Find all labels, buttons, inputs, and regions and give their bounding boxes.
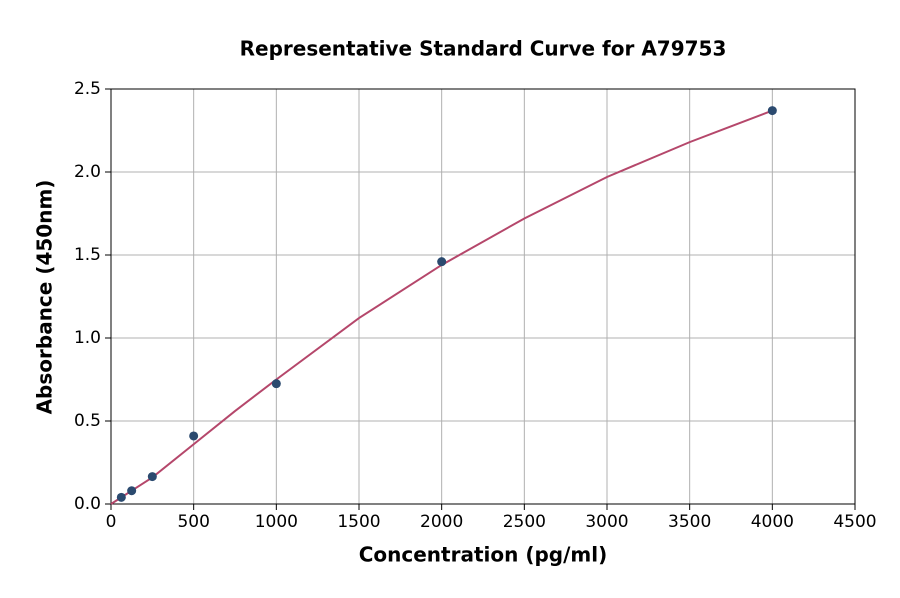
x-tick-label: 4500 (833, 512, 876, 532)
fit-curve (110, 109, 773, 505)
data-point (271, 379, 281, 389)
x-axis-label: Concentration (pg/ml) (359, 543, 608, 567)
data-point (116, 492, 126, 502)
data-point (147, 472, 157, 482)
y-tick-label: 1.5 (74, 245, 101, 265)
data-point (189, 431, 199, 441)
chart-title: Representative Standard Curve for A79753 (240, 37, 727, 61)
y-tick-label: 0.5 (74, 411, 101, 431)
x-tick-label: 0 (106, 512, 117, 532)
y-tick-label: 1.0 (74, 328, 101, 348)
x-tick-label: 2500 (503, 512, 546, 532)
y-tick-label: 0.0 (74, 494, 101, 514)
y-tick-label: 2.5 (74, 79, 101, 99)
y-tick-label: 2.0 (74, 162, 101, 182)
data-point (127, 486, 137, 496)
x-tick-label: 3500 (668, 512, 711, 532)
x-tick-label: 500 (177, 512, 209, 532)
data-point (767, 106, 777, 116)
plot-frame (110, 88, 856, 505)
x-tick-label: 1500 (337, 512, 380, 532)
x-tick-label: 1000 (255, 512, 298, 532)
y-axis-label: Absorbance (450nm) (33, 180, 57, 415)
x-tick-label: 3000 (585, 512, 628, 532)
data-point (437, 257, 447, 267)
x-tick-label: 4000 (751, 512, 794, 532)
x-tick-label: 2000 (420, 512, 463, 532)
